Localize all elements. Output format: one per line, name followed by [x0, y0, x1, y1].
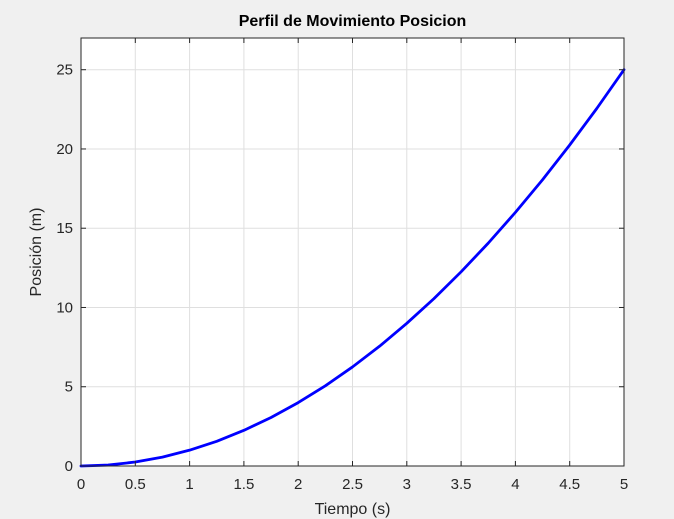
x-tick-label: 5: [620, 476, 628, 493]
x-tick-label: 4.5: [559, 476, 580, 493]
y-tick-label: 15: [56, 220, 73, 237]
y-tick-label: 25: [56, 62, 73, 79]
y-tick-label: 10: [56, 299, 73, 316]
x-tick-label: 2: [294, 476, 302, 493]
y-tick-label: 0: [65, 458, 73, 475]
x-tick-label: 2.5: [342, 476, 363, 493]
x-axis-label: Tiempo (s): [315, 501, 391, 518]
chart-title: Perfil de Movimiento Posicion: [239, 13, 467, 30]
y-tick-label: 20: [56, 141, 73, 158]
tick-marks: [80, 38, 625, 467]
y-axis-label: Posición (m): [28, 208, 45, 297]
series-lines: [79, 68, 626, 468]
x-tick-label: 3: [403, 476, 411, 493]
position-curve: [79, 68, 626, 468]
x-tick-label: 3.5: [451, 476, 472, 493]
x-tick-label: 1: [185, 476, 193, 493]
x-tick-label: 0: [77, 476, 85, 493]
y-tick-label: 5: [65, 379, 73, 396]
x-tick-label: 0.5: [125, 476, 146, 493]
x-tick-label: 4: [511, 476, 519, 493]
tick-labels: 0 0.5 1 1.5 2 2.5 3 3.5 4 4.5 5 0 5 10 15 20 25: [56, 62, 628, 493]
x-tick-label: 1.5: [233, 476, 254, 493]
